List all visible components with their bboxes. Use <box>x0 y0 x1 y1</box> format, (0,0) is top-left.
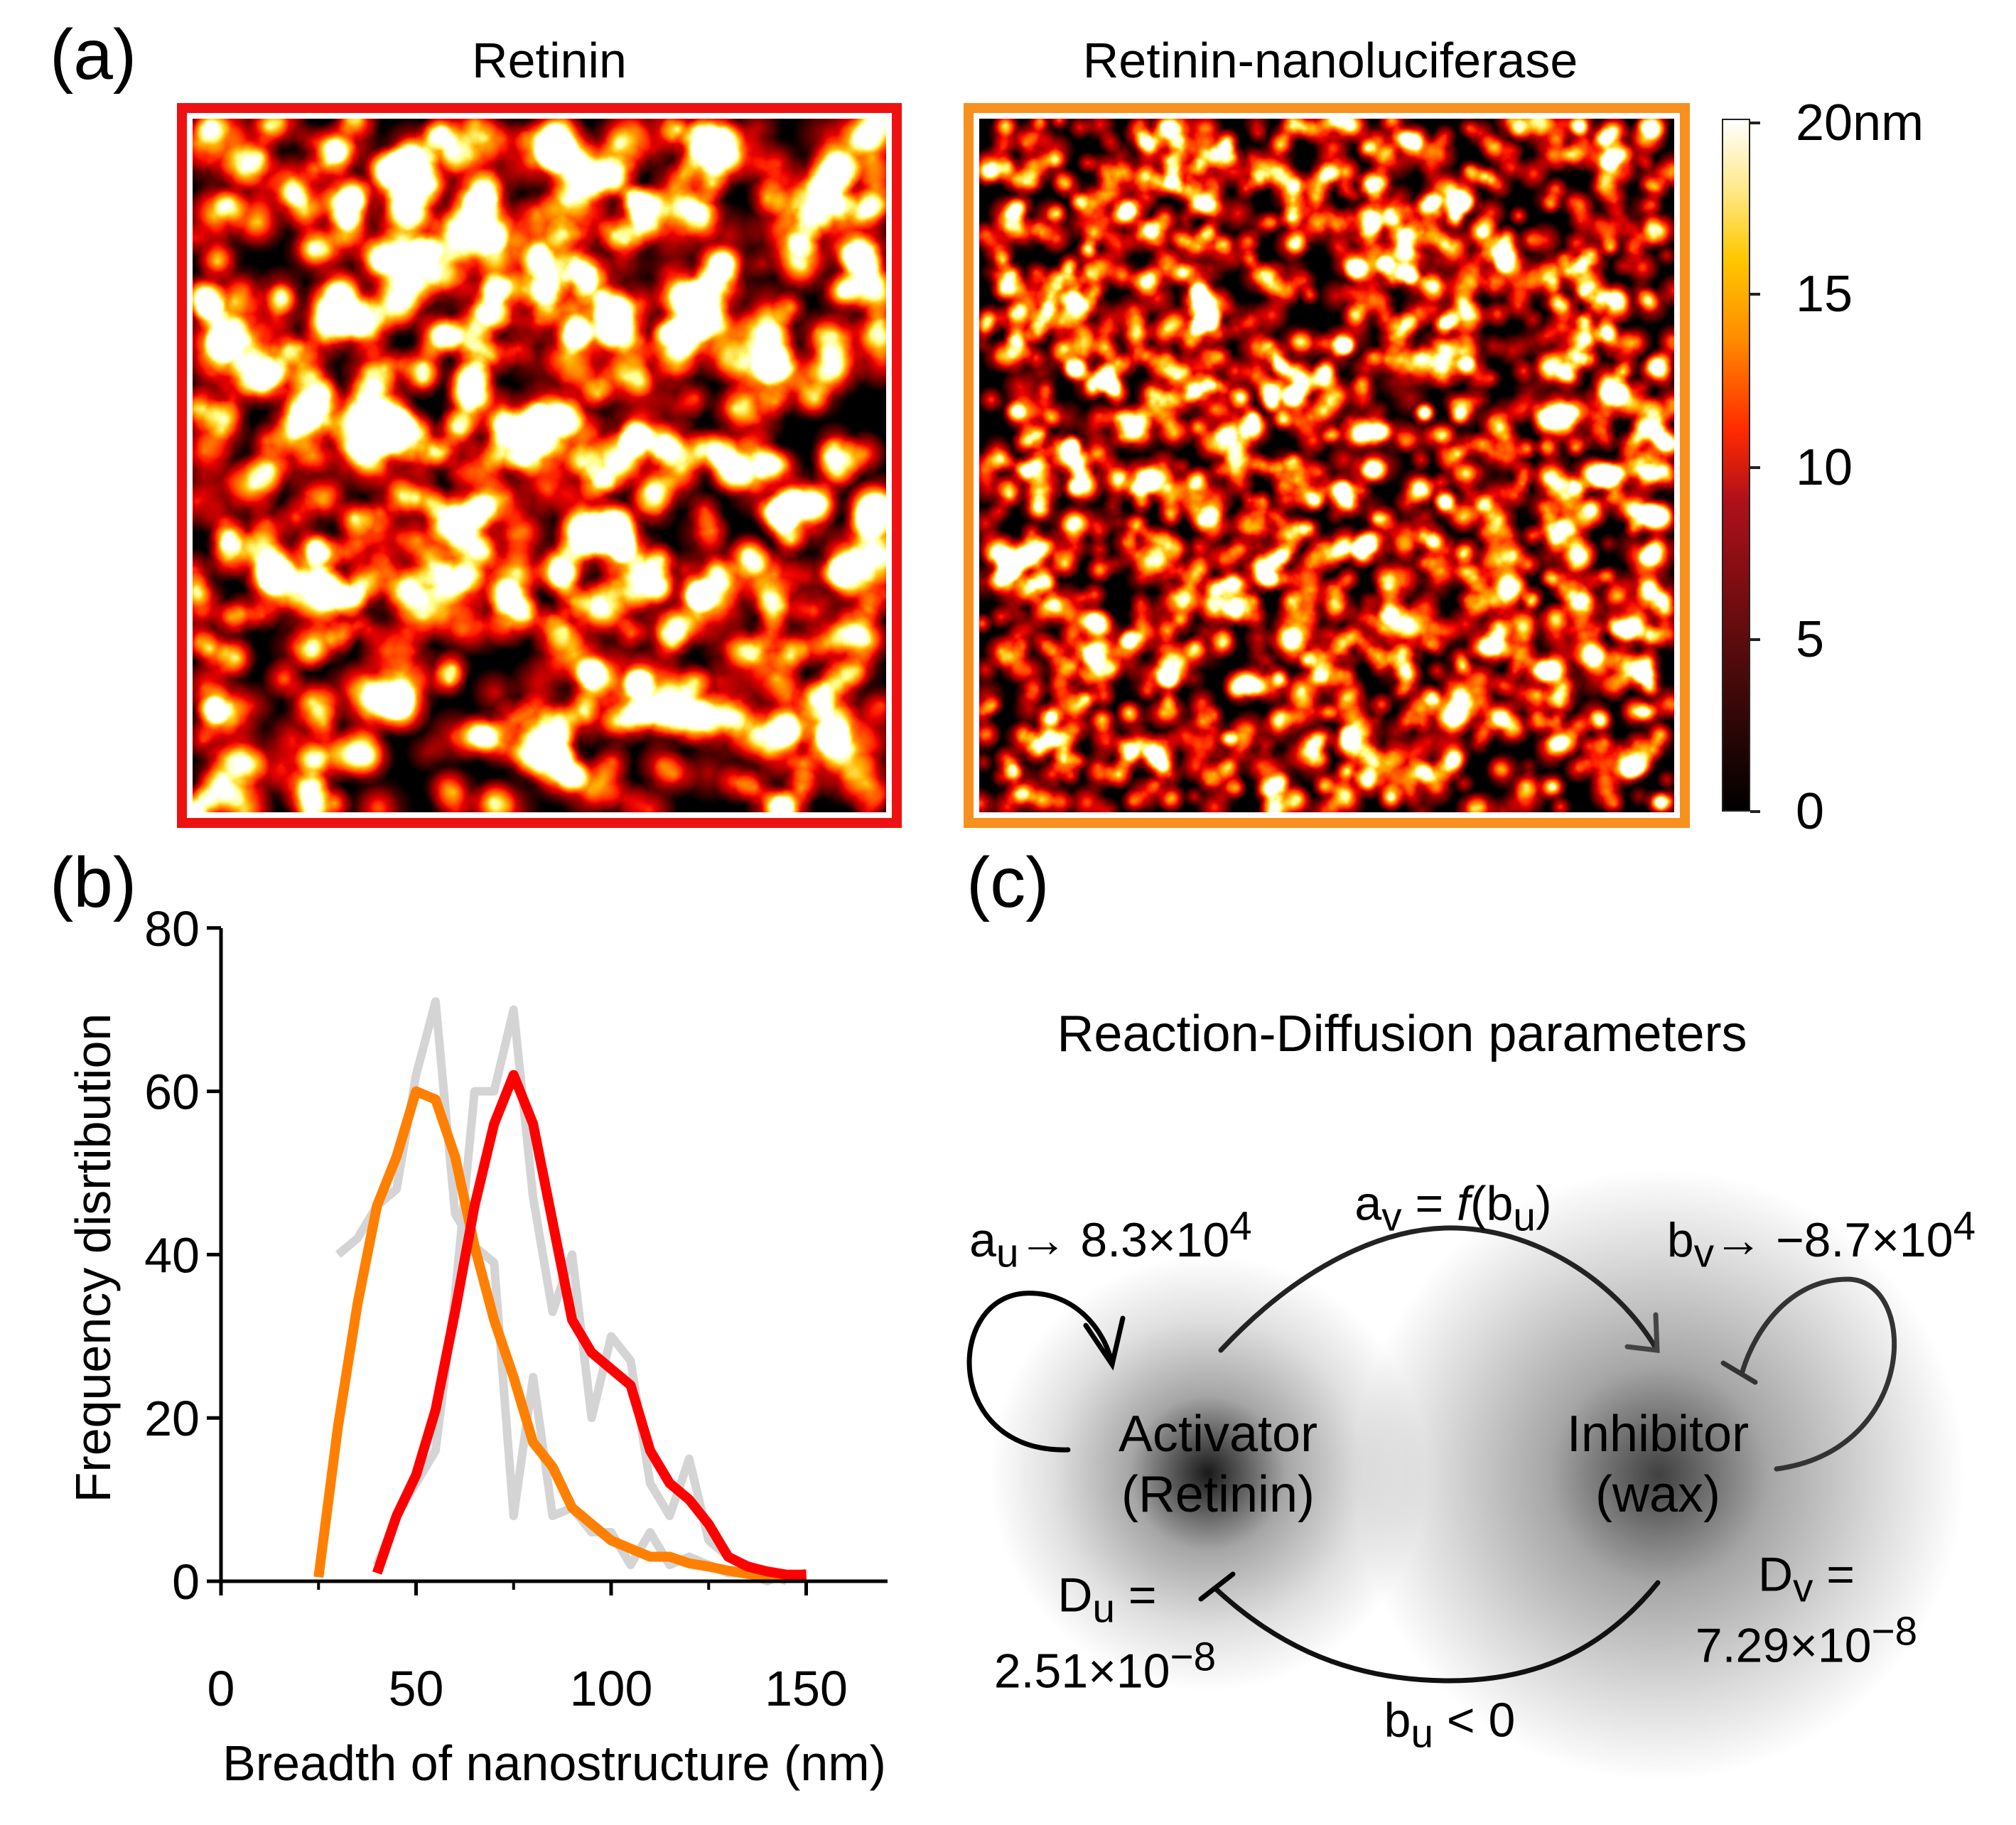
y-axis-label: Frequency disrtibution <box>65 1013 121 1503</box>
equals: = <box>1401 1176 1457 1231</box>
function: f <box>1457 1176 1470 1231</box>
argument: (b <box>1470 1176 1514 1231</box>
series-line-retinin-nanoluciferase <box>313 1086 807 1583</box>
symbol: D <box>1757 1547 1794 1602</box>
x-tick-label: 50 <box>389 1661 444 1716</box>
panel-label-c: (c) <box>966 843 1050 922</box>
exponent: −8 <box>1871 1609 1918 1654</box>
frequency-chart: 0 20 40 60 80 0 50 100 150 Breadth of nanostruct… <box>65 901 888 1791</box>
inhibition-bar-icon <box>1198 1571 1236 1602</box>
exponent: −8 <box>1170 1635 1217 1680</box>
arrowhead-icon <box>1083 1315 1126 1371</box>
subscript: v <box>1793 1566 1813 1611</box>
symbol: a <box>1354 1176 1382 1231</box>
x-tick-label: 100 <box>570 1661 653 1716</box>
activator-self-activation-arrow <box>966 1291 1115 1453</box>
panel-label-a: (a) <box>50 15 137 95</box>
activator-sublabel: (Retinin) <box>1121 1466 1315 1523</box>
y-tick-label: 20 <box>144 1391 200 1446</box>
av-parameter: av = f(bu) <box>1354 1176 1551 1241</box>
colorbar-label-max: 20nm <box>1796 95 1924 151</box>
bv-parameter: bv→ −8.7×104 <box>1667 1203 1975 1276</box>
colorbar-tick <box>1750 122 1760 124</box>
symbol: a <box>969 1213 997 1268</box>
colorbar-label: 5 <box>1796 611 1825 668</box>
y-tick-label: 40 <box>144 1227 200 1283</box>
colorbar-tick <box>1750 638 1760 641</box>
subscript: v <box>1381 1195 1402 1240</box>
colorbar-tick <box>1750 810 1760 813</box>
subscript: u <box>1513 1195 1536 1240</box>
equals: = <box>1813 1547 1855 1602</box>
exponent: 4 <box>1229 1204 1252 1249</box>
bu-parameter: bu < 0 <box>1384 1693 1516 1757</box>
symbol: b <box>1384 1693 1411 1748</box>
value: 2.51×10 <box>993 1644 1170 1699</box>
value: → −8.7×10 <box>1714 1213 1953 1268</box>
inhibition-bar-icon <box>1720 1360 1758 1385</box>
inhibitor-to-activator-arrow <box>1212 1580 1661 1684</box>
equals: = <box>1115 1568 1157 1622</box>
subscript: v <box>1693 1231 1715 1276</box>
y-tick-label: 60 <box>144 1065 200 1120</box>
colorbar-label: 10 <box>1796 439 1853 496</box>
x-tick-label: 150 <box>765 1661 848 1716</box>
du-value: 2.51×10−8 <box>994 1635 1216 1699</box>
inhibitor-sublabel: (wax) <box>1595 1466 1720 1523</box>
subscript: u <box>996 1231 1019 1276</box>
panel-label-b: (b) <box>50 843 137 922</box>
colorbar-label: 15 <box>1796 266 1853 323</box>
subscript: u <box>1092 1586 1116 1632</box>
diagram-title: Reaction-Diffusion parameters <box>1057 1006 1747 1062</box>
afm-image-retinin-nanoluciferase <box>964 103 1690 828</box>
image-title-retinin-nanoluciferase: Retinin-nanoluciferase <box>1082 33 1578 88</box>
au-parameter: au→ 8.3×104 <box>969 1203 1252 1276</box>
colorbar-label-min: 0 <box>1796 783 1825 840</box>
series-line-retinin <box>372 1070 807 1580</box>
value: < 0 <box>1433 1693 1516 1748</box>
x-axis-label: Breadth of nanostructure (nm) <box>222 1735 886 1791</box>
inhibitor-label: Inhibitor <box>1566 1406 1750 1463</box>
x-tick-label: 0 <box>207 1661 235 1716</box>
value: → 8.3×10 <box>1018 1213 1230 1268</box>
activator-label: Activator <box>1118 1406 1318 1463</box>
inhibitor-self-inhibition-arrow <box>1740 1276 1897 1472</box>
paren: ) <box>1535 1176 1552 1231</box>
colorbar-tick <box>1750 293 1760 296</box>
image-title-retinin: Retinin <box>472 33 627 88</box>
du-parameter: Du = <box>1057 1568 1156 1632</box>
value: 7.29×10 <box>1695 1618 1872 1673</box>
activator-to-inhibitor-arrow <box>1218 1225 1660 1353</box>
subscript: u <box>1411 1711 1434 1757</box>
afm-height-map <box>193 119 886 812</box>
dv-parameter: Dv = <box>1758 1547 1855 1612</box>
dv-value: 7.29×10−8 <box>1696 1609 1917 1674</box>
exponent: 4 <box>1953 1204 1976 1249</box>
afm-height-map <box>979 119 1674 812</box>
y-tick-label: 80 <box>144 901 200 957</box>
colorbar <box>1722 119 1750 812</box>
arrowhead-icon <box>1624 1312 1660 1353</box>
afm-image-retinin <box>177 103 902 828</box>
y-tick-label: 0 <box>172 1554 200 1610</box>
colorbar-tick <box>1750 466 1760 469</box>
symbol: D <box>1057 1568 1093 1622</box>
symbol: b <box>1666 1213 1694 1268</box>
